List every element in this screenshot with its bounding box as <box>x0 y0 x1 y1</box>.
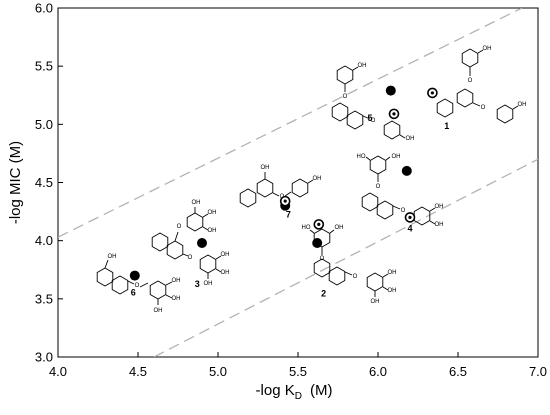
atom-label: OH <box>208 210 217 216</box>
atom-label: OH <box>221 252 230 258</box>
compound-label-1: 1 <box>444 121 449 131</box>
atom-label: OH <box>406 136 415 142</box>
atom-label: O <box>376 184 381 190</box>
data-points <box>129 85 438 281</box>
atom-label: O <box>401 208 406 214</box>
atom-label: OH <box>192 200 201 206</box>
atom-label: OH <box>388 288 397 294</box>
atom-label: OH <box>388 270 397 276</box>
atom-label: OH <box>221 270 230 276</box>
data-point-dotted <box>404 212 416 223</box>
structure-3: O OH OH OH O OH OH OH <box>151 200 230 287</box>
y-tick-label: 3.0 <box>35 350 53 365</box>
atom-label: HO <box>302 225 311 231</box>
data-point-filled <box>401 165 412 176</box>
data-point-dotted <box>279 195 291 207</box>
atom-label: OH <box>208 228 217 234</box>
atom-label: OH <box>261 165 270 171</box>
atom-label: HO <box>357 154 366 160</box>
compound-label-6: 6 <box>131 287 136 297</box>
y-tick-label: 5.5 <box>35 59 53 74</box>
compound-label-5: 5 <box>367 113 372 123</box>
x-tick-label: 5.5 <box>289 364 307 379</box>
axes <box>57 7 539 358</box>
y-axis-title: -log MIC (M) <box>7 141 24 224</box>
compound-labels: 1 2 3 4 5 6 7 <box>131 113 450 299</box>
atom-label: O <box>177 224 182 230</box>
atom-label: O <box>135 283 140 289</box>
compound-label-3: 3 <box>195 279 200 289</box>
data-point-filled <box>312 237 323 248</box>
atom-label: OH <box>358 63 367 69</box>
structure-1: OH O O OH <box>436 46 527 124</box>
atom-label: OH <box>108 254 117 260</box>
x-tick-label: 5.0 <box>209 364 227 379</box>
data-point-filled <box>385 85 396 96</box>
tick-labels: 4.0 4.5 5.0 5.5 6.0 6.5 7.0 3.0 3.5 4.0 4.5 5.0 5.5 6… <box>35 1 547 380</box>
reference-line <box>58 8 523 238</box>
atom-label: OH <box>204 281 213 287</box>
data-point-filled <box>129 270 140 281</box>
y-tick-label: 4.0 <box>35 233 53 248</box>
plot-frame <box>57 7 539 358</box>
data-point-dotted <box>427 87 438 99</box>
data-point-dotted <box>388 108 400 120</box>
x-tick-label: 7.0 <box>529 364 547 379</box>
atom-label: O <box>468 78 473 84</box>
atom-label: OH <box>392 154 401 160</box>
data-point-dotted <box>313 219 325 230</box>
structure-6: OH O OH OH OH <box>96 254 181 314</box>
x-axis-title: -log KD (M) <box>256 382 333 402</box>
y-tick-label: 5.0 <box>35 117 53 132</box>
atom-label: O <box>353 274 358 280</box>
compound-label-2: 2 <box>321 289 326 299</box>
atom-label: OH <box>435 222 444 228</box>
atom-label: OH <box>518 102 527 108</box>
x-tick-label: 6.0 <box>369 364 387 379</box>
atom-label: OH <box>154 308 163 314</box>
x-tick-label: 4.0 <box>49 364 67 379</box>
atom-label: O <box>343 94 348 100</box>
atom-label: OH <box>435 204 444 210</box>
atom-label: OH <box>371 299 380 305</box>
y-tick-label: 6.0 <box>35 1 53 16</box>
compound-label-4: 4 <box>407 223 412 233</box>
y-tick-label: 3.5 <box>35 291 53 306</box>
compound-label-7: 7 <box>286 209 291 219</box>
atom-label: OH <box>335 225 344 231</box>
x-axis-title-unit: (M) <box>310 382 333 399</box>
y-tick-label: 4.5 <box>35 175 53 190</box>
chemical-structures: OHOOHOHOHOOHOHOHOOHOHOHOHOOHHOOHOOOHOHOH… <box>96 46 527 314</box>
x-axis-title-main: -log K <box>256 382 295 399</box>
x-tick-label: 6.5 <box>449 364 467 379</box>
reference-lines <box>58 8 538 357</box>
structure-5: OH O O OH <box>331 63 415 142</box>
structure-4: HO OH O O OH OH <box>357 154 444 228</box>
atom-label: OH <box>172 278 181 284</box>
reference-line <box>153 158 538 357</box>
atom-label: O <box>371 118 376 124</box>
x-axis-title-subscript: D <box>295 391 302 402</box>
atom-label: O <box>188 255 193 261</box>
atom-label: OH <box>483 46 492 52</box>
data-point-filled <box>197 237 207 248</box>
atom-label: O <box>481 105 486 111</box>
atom-label: OH <box>172 296 181 302</box>
x-tick-label: 4.5 <box>129 364 147 379</box>
atom-label: OH <box>313 176 322 182</box>
